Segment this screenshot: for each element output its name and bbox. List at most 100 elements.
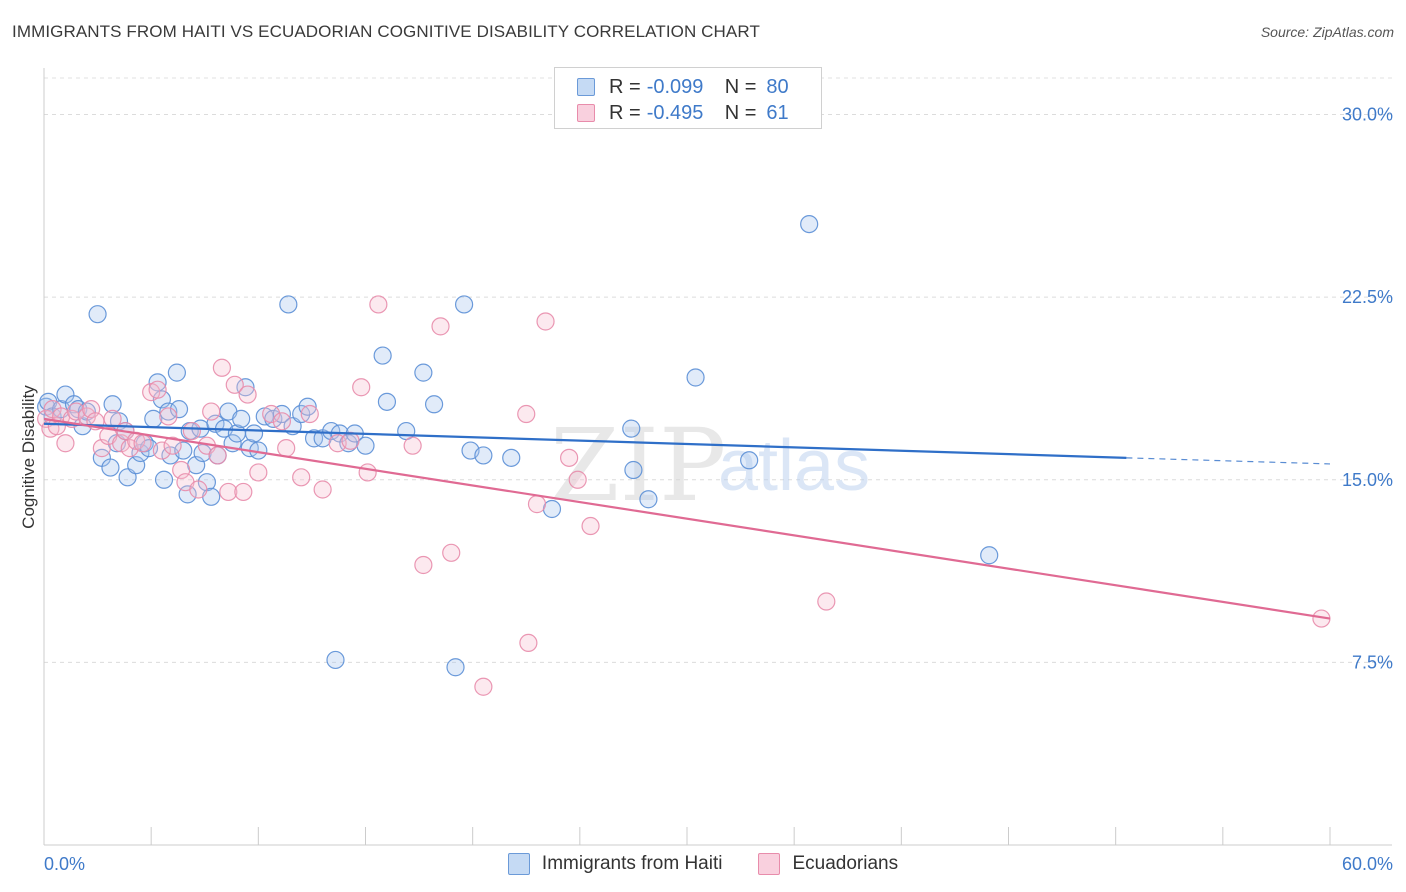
ecuadorian-point: [56, 434, 75, 453]
haiti-point: [502, 448, 521, 467]
ecuadorian-point: [189, 480, 208, 499]
haiti-point: [800, 214, 819, 234]
series-haiti-points: [37, 214, 999, 677]
ecuadorian-point: [163, 436, 182, 455]
chart-source-value: ZipAtlas.com: [1313, 24, 1394, 40]
ecuadorian-point: [262, 404, 281, 424]
watermark-atlas-text: atlas: [718, 426, 870, 506]
series-ecuadorians-points: [37, 295, 1331, 696]
ecuadorian-point: [517, 404, 536, 424]
ecuadorian-point: [313, 480, 332, 499]
ecuadorian-point: [133, 434, 152, 453]
stats-legend-row-ecuadorians: R = -0.495 N = 61: [577, 101, 789, 125]
legend-swatch-haiti: [577, 78, 595, 96]
ecuadorian-point: [568, 470, 587, 489]
ecuadorian-point: [414, 555, 433, 575]
series-legend-swatch-ecuadorians: [758, 853, 781, 875]
ecuadorian-point: [103, 409, 122, 428]
x-tick-label-end: 60.0%: [1342, 854, 1393, 874]
legend-n-label: N =: [724, 101, 757, 124]
ecuadorian-point: [817, 592, 836, 611]
chart-source: Source: ZipAtlas.com: [1261, 24, 1394, 40]
watermark: ZIP atlas: [550, 407, 870, 524]
haiti-point: [686, 368, 705, 387]
legend-swatch-ecuadorians: [577, 104, 595, 122]
haiti-trend-extension: [1126, 457, 1331, 465]
stats-legend-row-haiti: R = -0.099 N = 80: [577, 75, 789, 99]
haiti-point: [980, 546, 999, 565]
ecuadorian-point: [300, 404, 319, 424]
legend-r-value-ecuadorians: -0.495: [646, 101, 704, 124]
ecuadorian-point: [148, 380, 167, 399]
haiti-point: [446, 658, 465, 677]
series-legend: Immigrants from Haiti Ecuadorians: [0, 850, 1406, 878]
haiti-point: [373, 346, 392, 365]
legend-r-label: R =: [609, 101, 641, 124]
haiti-point: [740, 451, 759, 470]
ecuadorian-point: [225, 375, 244, 394]
haiti-point: [148, 373, 167, 392]
ecuadorian-point: [238, 385, 257, 404]
ecuadorian-point: [369, 295, 388, 314]
ecuadorian-point: [249, 463, 268, 482]
legend-n-value-ecuadorians: 61: [766, 101, 789, 124]
ecuadorian-point: [358, 463, 377, 482]
ecuadorian-point: [560, 448, 579, 467]
ecuadorian-point: [527, 495, 547, 514]
points-layer: [37, 214, 1331, 696]
watermark-zip-text: ZIP: [550, 407, 726, 524]
y-tick-label: 15.0%: [1342, 470, 1393, 490]
legend-r-value-haiti: -0.099: [646, 75, 704, 98]
stats-legend: R = -0.099 N = 80 R = -0.495 N = 61: [554, 67, 822, 129]
ecuadorian-point: [536, 312, 555, 331]
ecuadorian-point: [67, 402, 86, 421]
legend-n-value-haiti: 80: [766, 75, 789, 98]
haiti-point: [244, 424, 264, 443]
ecuadorian-point: [519, 633, 538, 653]
y-tick-label: 22.5%: [1342, 287, 1393, 307]
haiti-point: [154, 470, 174, 489]
haiti-point: [377, 392, 397, 411]
haiti-point: [298, 397, 317, 416]
haiti-point: [88, 305, 107, 324]
series-legend-item-haiti[interactable]: Immigrants from Haiti: [507, 853, 722, 875]
legend-r-label: R =: [609, 75, 641, 98]
axis-layer: 7.5% 15.0% 22.5% 30.0% 0.0% 60.0%: [43, 68, 1393, 874]
chart-title: IMMIGRANTS FROM HAITI VS ECUADORIAN COGN…: [12, 22, 760, 41]
ecuadorian-point: [219, 482, 238, 502]
haiti-point: [424, 395, 444, 414]
haiti-point: [542, 499, 562, 519]
haiti-point: [639, 490, 658, 509]
haiti-point: [454, 295, 474, 314]
haiti-trend-line: [43, 422, 1127, 459]
ecuadorian-point: [431, 317, 450, 336]
haiti-point: [236, 378, 255, 397]
ecuadorian-point: [341, 431, 360, 450]
haiti-point: [622, 419, 641, 438]
haiti-point: [167, 363, 186, 382]
haiti-point: [232, 409, 251, 428]
y-tick-label: 30.0%: [1342, 105, 1393, 125]
ecuadorian-point: [403, 436, 422, 455]
ecuadorian-point: [159, 407, 178, 426]
haiti-point: [624, 460, 643, 480]
grid-layer: [44, 77, 1392, 663]
ecuadorian-point: [182, 421, 201, 441]
haiti-point: [414, 363, 433, 382]
haiti-point: [326, 650, 345, 670]
ecuadorian-point: [442, 543, 461, 562]
legend-n-label: N =: [724, 75, 757, 98]
haiti-point: [356, 436, 375, 455]
y-axis-label: Cognitive Disability: [19, 385, 38, 529]
ecuadorian-trend-line: [43, 417, 1331, 620]
haiti-point: [169, 400, 189, 419]
trend-layer: [43, 417, 1331, 620]
haiti-point: [272, 404, 292, 424]
ecuadorian-point: [292, 468, 311, 487]
ecuadorian-point: [208, 446, 227, 465]
ecuadorian-point: [234, 482, 253, 502]
haiti-point: [159, 402, 178, 421]
series-legend-item-ecuadorians[interactable]: Ecuadorians: [758, 853, 898, 875]
haiti-point: [174, 441, 193, 460]
